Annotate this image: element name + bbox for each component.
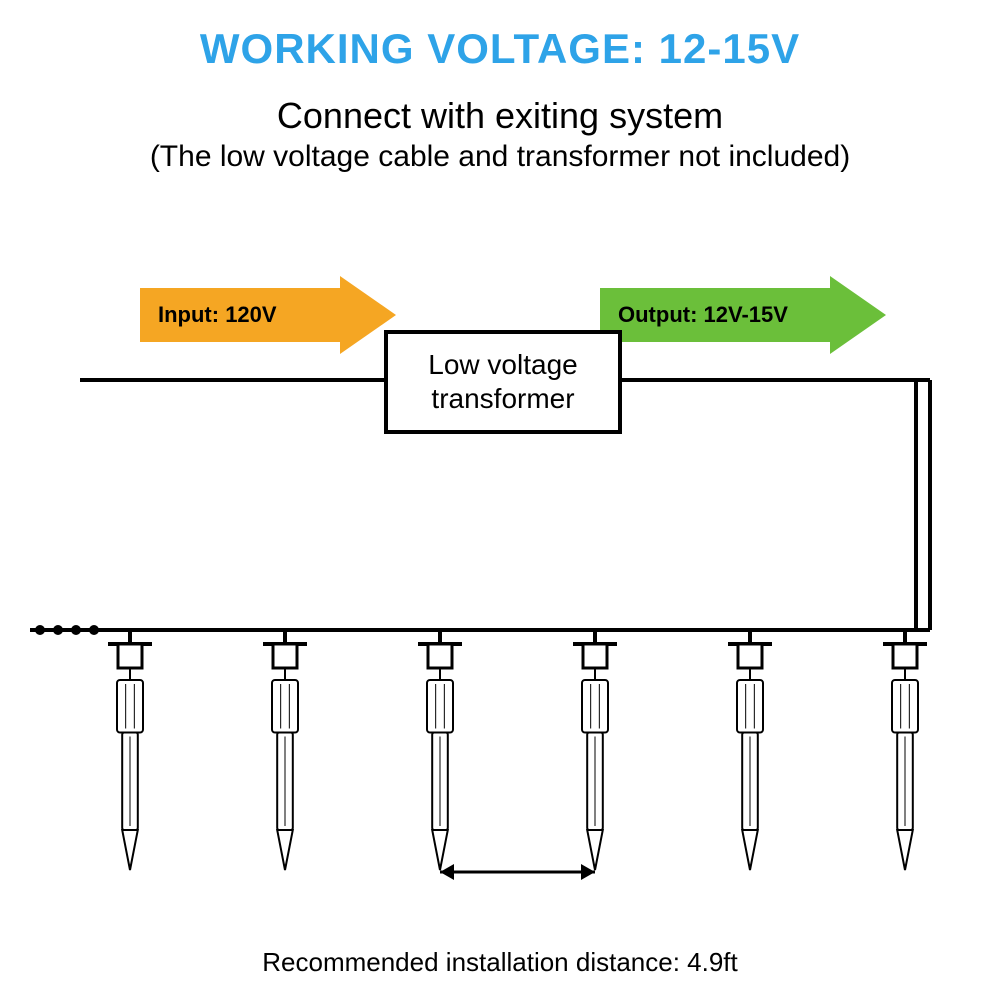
input-arrow-label: Input: 120V [158,302,277,328]
transformer-box: Low voltagetransformer [384,330,622,434]
footer-note: Recommended installation distance: 4.9ft [0,947,1000,978]
subnote: (The low voltage cable and transformer n… [0,140,1000,174]
wiring-diagram: Input: 120V Output: 12V-15V Low voltaget… [0,260,1000,960]
transformer-label: Low voltagetransformer [428,348,577,415]
subtitle: Connect with exiting system [0,95,1000,137]
output-arrow-label: Output: 12V-15V [618,302,788,328]
main-title: WORKING VOLTAGE: 12-15V [0,25,1000,73]
